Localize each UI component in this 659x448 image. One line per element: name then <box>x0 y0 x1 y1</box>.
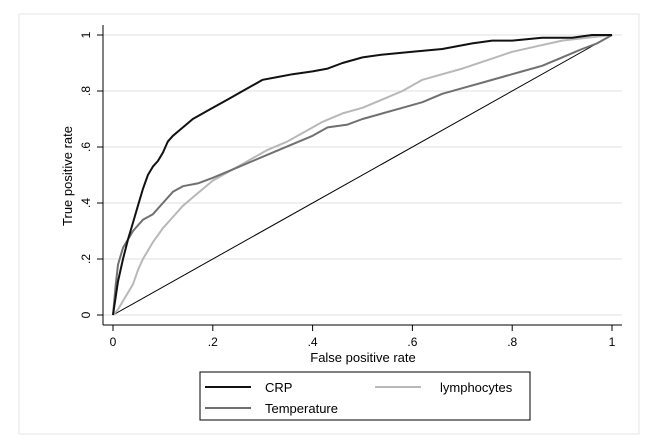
reference-diagonal-line <box>112 34 613 316</box>
axes <box>97 25 622 331</box>
graph-region-border <box>18 13 640 435</box>
y-tick-label-4: .8 <box>79 86 93 96</box>
legend-label-crp: CRP <box>265 380 292 395</box>
y-tick-label-1: .2 <box>79 254 93 264</box>
x-tick-label-3: .6 <box>407 335 417 349</box>
gridlines <box>103 34 622 316</box>
plot-lines <box>112 34 613 316</box>
tick-labels: 0 .2 .4 .6 .8 1 0 .2 .4 .6 .8 1 <box>79 31 616 349</box>
series-line-temperature <box>112 34 613 316</box>
y-tick-label-5: 1 <box>79 31 93 38</box>
legend-label-temperature: Temperature <box>265 401 338 416</box>
x-tick-label-0: 0 <box>110 335 117 349</box>
y-tick-label-2: .4 <box>79 198 93 208</box>
series-line-lymphocytes <box>112 34 613 316</box>
x-tick-label-2: .4 <box>308 335 318 349</box>
legend-box <box>199 371 531 421</box>
x-tick-label-4: .8 <box>507 335 517 349</box>
legend-label-lymphocytes: lymphocytes <box>440 380 513 395</box>
y-tick-label-0: 0 <box>79 311 93 318</box>
y-tick-label-3: .6 <box>79 142 93 152</box>
series-line-crp <box>112 34 612 316</box>
x-tick-label-1: .2 <box>208 335 218 349</box>
x-axis-title: False positive rate <box>310 350 416 365</box>
x-tick-label-5: 1 <box>609 335 616 349</box>
legend: CRP lymphocytes Temperature <box>199 371 531 421</box>
y-axis-title: True positive rate <box>60 126 75 226</box>
